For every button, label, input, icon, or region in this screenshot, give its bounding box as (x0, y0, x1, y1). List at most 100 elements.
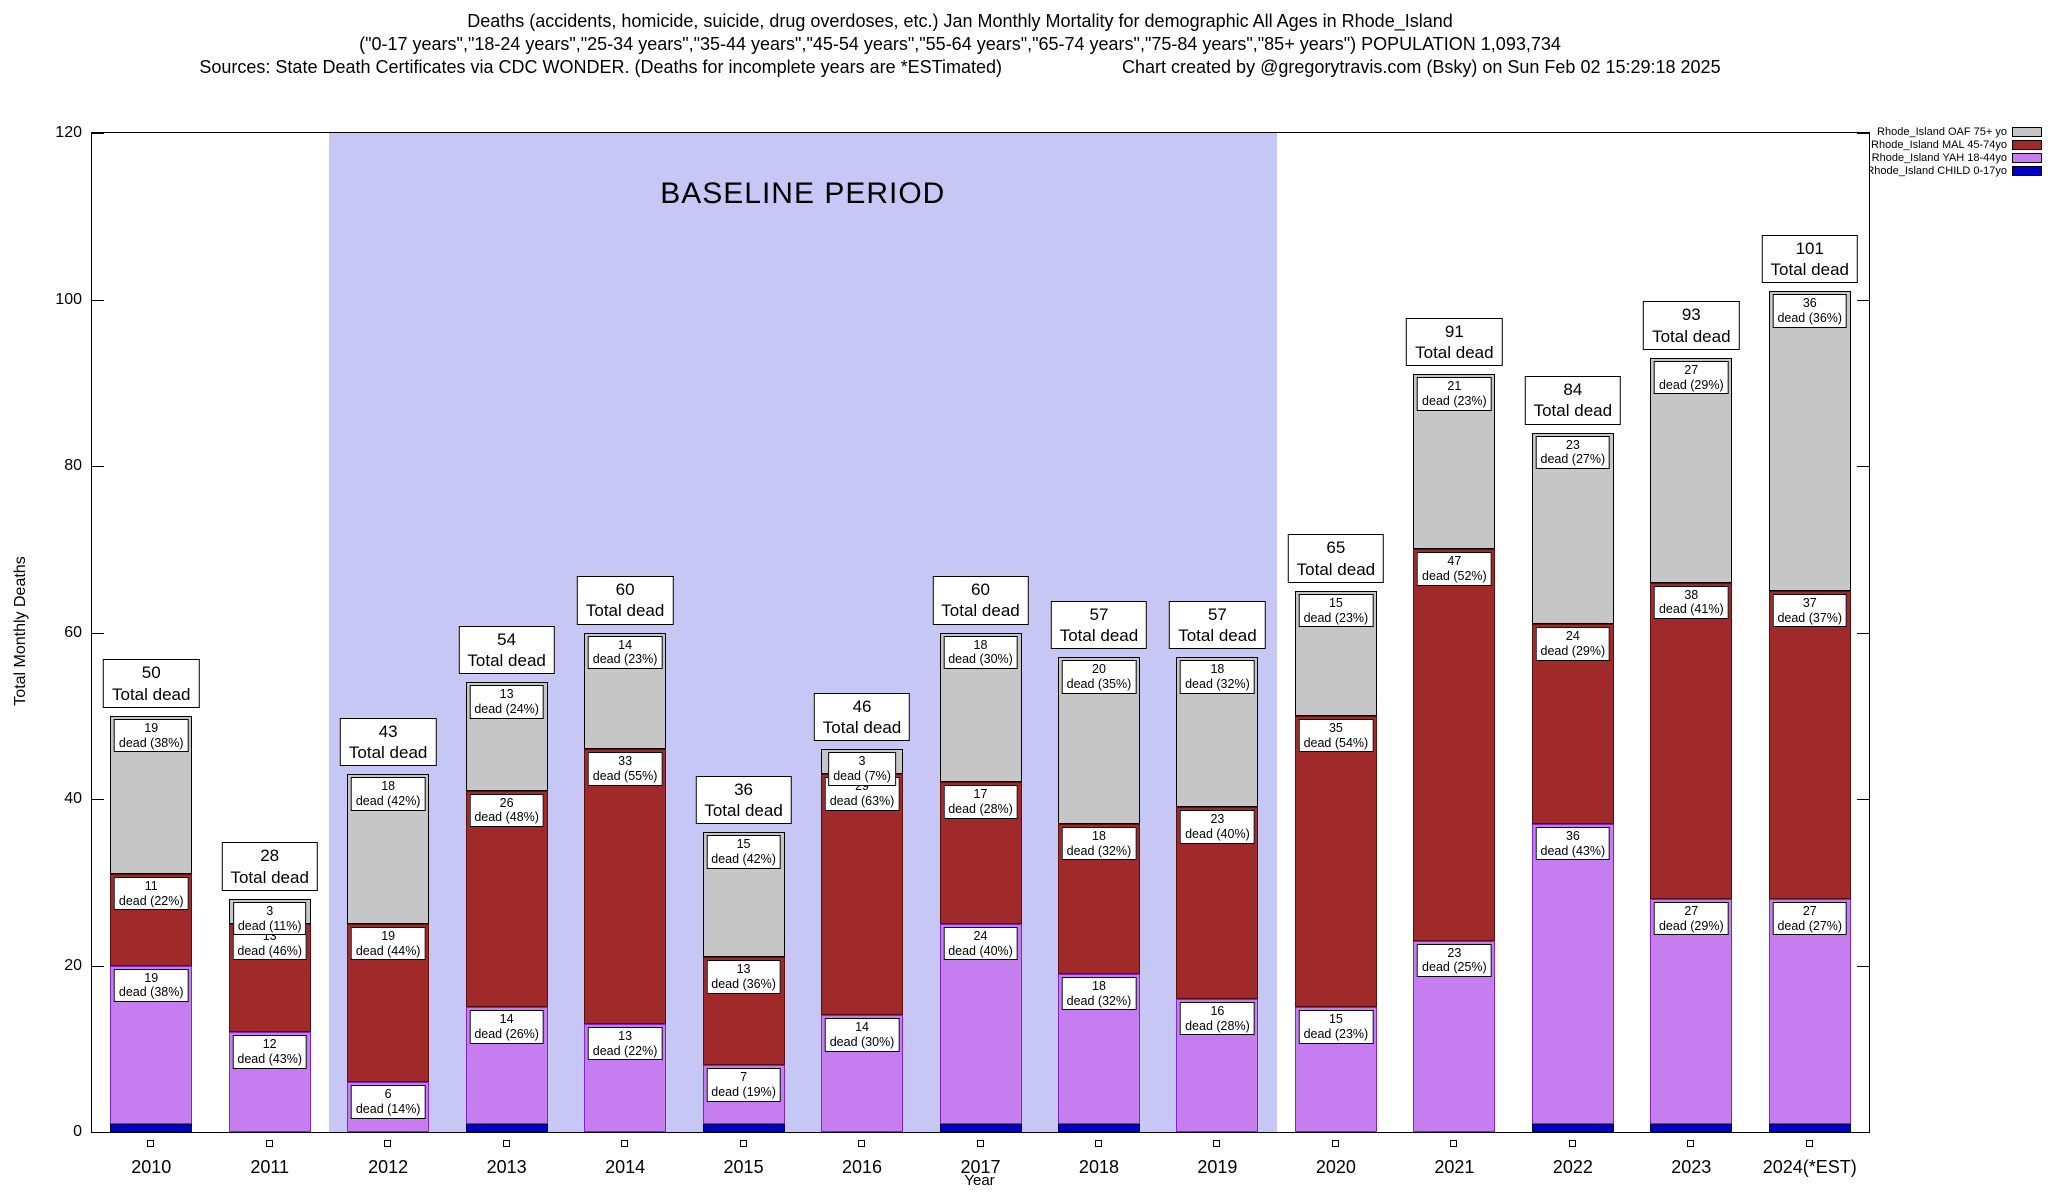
legend-label: Rhode_Island OAF 75+ yo (1877, 126, 2007, 138)
legend-swatch (2012, 127, 2042, 137)
bar-segment-child (939, 1123, 1022, 1132)
total-caption: Total dead (1652, 326, 1731, 346)
segment-value: 16 (1210, 1003, 1225, 1018)
segment-value: 24 (973, 928, 988, 943)
segment-label: 20 dead (35%) (1061, 660, 1137, 694)
legend-label: Rhode_Island YAH 18-44yo (1871, 152, 2007, 164)
x-axis-marker (384, 1140, 392, 1147)
segment-value: 13 (618, 1028, 633, 1043)
segment-label: 19 dead (44%) (350, 926, 426, 961)
total-value: 54 (497, 629, 517, 649)
bar-segment-mal (821, 774, 904, 1016)
total-caption: Total dead (1415, 343, 1494, 363)
total-dead-label: 57 Total dead (1169, 600, 1266, 650)
chart-title-line3: Sources: State Death Certificates via CD… (0, 56, 1920, 79)
segment-value: 13 (499, 687, 514, 702)
x-axis-marker (265, 1140, 273, 1147)
bar-segment-oaf (1768, 291, 1851, 591)
segment-percent: dead (63%) (829, 793, 895, 808)
year-label: 2014 (605, 1157, 646, 1177)
chart-credit-text: Chart created by @gregorytravis.com (Bsk… (1122, 57, 1721, 77)
segment-label: 13 dead (36%) (706, 960, 781, 994)
segment-value: 15 (1328, 595, 1343, 610)
segment-label: 18 dead (32%) (1061, 826, 1137, 861)
total-caption: Total dead (941, 601, 1020, 621)
segment-value: 26 (499, 795, 514, 810)
total-value: 43 (378, 721, 398, 741)
segment-percent: dead (22%) (118, 893, 184, 908)
segment-percent: dead (24%) (474, 702, 539, 717)
segment-percent: dead (38%) (118, 735, 184, 750)
segment-value: 27 (1684, 903, 1699, 918)
segment-label: 3 dead (11%) (232, 901, 307, 936)
y-tick-mark (92, 299, 104, 301)
legend-row: Rhode_Island YAH 18-44yo (1872, 152, 2042, 164)
segment-percent: dead (42%) (711, 852, 776, 867)
year-label: 2019 (1197, 1157, 1238, 1177)
total-dead-label: 93 Total dead (1643, 301, 1740, 350)
total-dead-label: 46 Total dead (813, 692, 911, 742)
total-value: 57 (1207, 604, 1227, 624)
segment-label: 23 dead (25%) (1417, 943, 1492, 978)
chart-title-line2: ("0-17 years","18-24 years","25-34 years… (359, 34, 1561, 54)
y-tick-mark (1857, 466, 1869, 467)
segment-label: 14 dead (30%) (824, 1018, 900, 1052)
total-value: 101 (1795, 238, 1824, 258)
segment-label: 15 dead (42%) (706, 835, 781, 869)
segment-label: 47 dead (52%) (1417, 552, 1492, 586)
y-tick-mark (92, 133, 104, 134)
y-tick-mark (1857, 299, 1869, 301)
segment-value: 18 (381, 779, 396, 794)
segment-value: 23 (1565, 437, 1580, 452)
segment-label: 19 dead (38%) (113, 718, 189, 753)
bar-segment-yah (1650, 898, 1733, 1124)
year-label: 2013 (486, 1157, 527, 1177)
segment-label: 13 dead (24%) (469, 685, 544, 719)
segment-label: 6 dead (14%) (350, 1085, 426, 1119)
segment-percent: dead (7%) (833, 768, 891, 783)
total-dead-label: 28 Total dead (221, 842, 318, 891)
segment-percent: dead (28%) (948, 802, 1013, 817)
x-axis-marker (1568, 1140, 1576, 1147)
total-caption: Total dead (704, 801, 783, 821)
segment-label: 18 dead (42%) (350, 777, 426, 811)
segment-value: 6 (384, 1087, 392, 1102)
bar-segment-mal (1413, 549, 1496, 941)
segment-value: 21 (1447, 379, 1462, 394)
segment-percent: dead (14%) (355, 1101, 421, 1116)
bar-segment-yah (1531, 824, 1614, 1124)
segment-value: 18 (1092, 978, 1106, 993)
y-tick-mark (1857, 133, 1869, 134)
segment-value: 12 (262, 1037, 277, 1052)
segment-label: 27 dead (29%) (1653, 360, 1729, 395)
segment-percent: dead (23%) (592, 652, 658, 667)
y-tick-mark (92, 799, 104, 800)
year-label: 2015 (723, 1157, 764, 1177)
segment-percent: dead (32%) (1185, 677, 1250, 692)
total-value: 50 (141, 663, 161, 683)
segment-percent: dead (37%) (1777, 610, 1843, 625)
legend-swatch (2012, 140, 2042, 150)
bar-segment-oaf (1650, 357, 1733, 583)
segment-label: 37 dead (37%) (1772, 593, 1848, 628)
segment-percent: dead (30%) (948, 652, 1013, 667)
segment-percent: dead (54%) (1303, 735, 1369, 750)
total-value: 36 (734, 779, 754, 799)
segment-label: 38 dead (41%) (1653, 585, 1729, 620)
segment-label: 16 dead (28%) (1180, 1001, 1255, 1036)
total-caption: Total dead (1770, 259, 1849, 279)
chart-title-line1: Deaths (accidents, homicide, suicide, dr… (467, 11, 1453, 31)
segment-percent: dead (29%) (1658, 377, 1724, 392)
segment-label: 11 dead (22%) (113, 876, 189, 911)
total-value: 65 (1326, 538, 1346, 558)
segment-value: 37 (1802, 595, 1817, 610)
segment-value: 24 (1565, 629, 1580, 644)
segment-percent: dead (32%) (1066, 993, 1132, 1008)
total-caption: Total dead (348, 742, 428, 762)
segment-label: 24 dead (29%) (1535, 627, 1611, 661)
segment-label: 13 dead (22%) (587, 1026, 663, 1061)
segment-value: 14 (499, 1012, 514, 1027)
y-tick-mark (92, 1132, 104, 1133)
total-caption: Total dead (1296, 559, 1376, 579)
bar-segment-mal (1768, 590, 1851, 899)
